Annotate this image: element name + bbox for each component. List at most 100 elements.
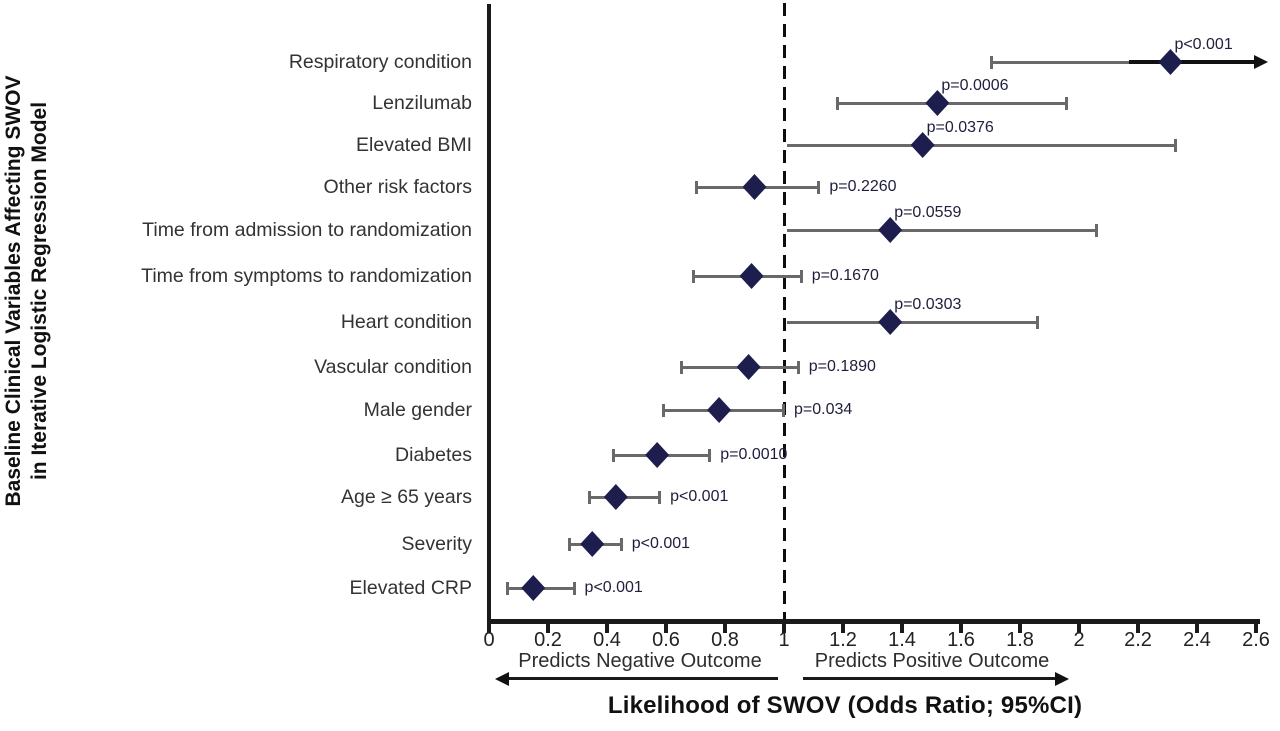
x-axis-title: Likelihood of SWOV (Odds Ratio; 95%CI) xyxy=(607,692,1083,719)
category-label: Heart condition xyxy=(340,311,472,333)
right-arrow-icon xyxy=(1055,672,1069,686)
ci-offscale-arrow-icon xyxy=(1254,55,1268,69)
ci-cap-right xyxy=(1065,97,1069,110)
x-axis-tick xyxy=(605,624,609,633)
x-axis-tick-label: 0.8 xyxy=(711,629,739,651)
category-label: Vascular condition xyxy=(314,356,472,378)
p-value-label: p<0.001 xyxy=(1174,36,1233,53)
ci-cap-right xyxy=(1094,224,1098,237)
y-axis-title-line1: Baseline Clinical Variables Affecting SW… xyxy=(2,75,25,507)
x-axis-tick xyxy=(1254,624,1258,633)
ci-cap-left xyxy=(691,270,695,283)
category-label: Respiratory condition xyxy=(288,51,472,73)
ci-cap-left xyxy=(505,582,509,595)
x-axis-tick xyxy=(1018,624,1022,633)
or-diamond-marker xyxy=(736,354,761,380)
positive-outcome-label: Predicts Positive Outcome xyxy=(814,650,1050,672)
p-value-label: p=0.0376 xyxy=(926,119,994,136)
ci-cap-right xyxy=(708,449,712,462)
or-diamond-marker xyxy=(521,575,546,601)
ci-cap-right xyxy=(658,491,662,504)
p-value-label: p=0.2260 xyxy=(829,178,897,195)
or-diamond-marker xyxy=(645,442,670,468)
category-label: Diabetes xyxy=(395,444,472,466)
p-value-label: p=0.034 xyxy=(794,401,853,418)
ci-cap-right xyxy=(1174,139,1178,152)
positive-direction-arrow-line xyxy=(803,677,1055,680)
x-axis-tick-label: 1.6 xyxy=(947,629,975,651)
reference-line-or-1 xyxy=(783,3,786,620)
ci-offscale-arrow-line xyxy=(1129,60,1254,64)
y-axis-title-line2: in Iterative Logistic Regression Model xyxy=(28,101,51,481)
p-value-label: p=0.0559 xyxy=(894,204,962,221)
x-axis-tick-label: 1.4 xyxy=(888,629,916,651)
x-axis-tick-label: 0.2 xyxy=(534,629,562,651)
x-axis-tick-label: 0.4 xyxy=(593,629,621,651)
x-axis-spine xyxy=(487,619,1260,624)
or-diamond-marker xyxy=(580,531,605,557)
ci-cap-right xyxy=(799,270,803,283)
ci-cap-left xyxy=(679,361,683,374)
x-axis-tick xyxy=(1136,624,1140,633)
y-axis-spine xyxy=(487,4,491,621)
category-label: Elevated BMI xyxy=(356,134,472,156)
x-axis-tick xyxy=(664,624,668,633)
p-value-label: p=0.1890 xyxy=(808,358,876,375)
ci-cap-left xyxy=(611,449,615,462)
category-label: Time from admission to randomization xyxy=(142,219,472,241)
p-value-label: p=0.0006 xyxy=(941,77,1009,94)
category-label: Severity xyxy=(401,533,472,555)
or-diamond-marker xyxy=(742,174,767,200)
x-axis-tick xyxy=(1195,624,1199,633)
p-value-label: p=0.0303 xyxy=(894,296,962,313)
ci-cap-left xyxy=(567,538,571,551)
x-axis-tick-label: 0 xyxy=(483,629,495,651)
ci-line xyxy=(786,229,1097,232)
x-axis-tick-label: 1 xyxy=(778,629,790,651)
p-value-label: p=0.0010 xyxy=(720,446,788,463)
ci-cap-left xyxy=(989,56,993,69)
y-axis-title: Baseline Clinical Variables Affecting SW… xyxy=(1,11,55,571)
x-axis-tick-label: 2 xyxy=(1073,629,1085,651)
ci-cap-left xyxy=(694,181,698,194)
x-axis-tick-label: 1.2 xyxy=(829,629,857,651)
x-axis-tick xyxy=(723,624,727,633)
category-label: Elevated CRP xyxy=(349,577,472,599)
ci-cap-right xyxy=(572,582,576,595)
ci-cap-left xyxy=(836,97,840,110)
category-label: Age ≥ 65 years xyxy=(340,486,472,508)
ci-cap-right xyxy=(619,538,623,551)
category-label: Other risk factors xyxy=(323,176,472,198)
negative-direction-arrow-line xyxy=(508,677,778,680)
ci-line xyxy=(786,144,1177,147)
ci-cap-right xyxy=(782,404,785,417)
or-diamond-marker xyxy=(707,397,732,423)
category-label: Time from symptoms to randomization xyxy=(141,265,472,287)
x-axis-tick xyxy=(546,624,550,633)
x-axis-tick xyxy=(959,624,963,633)
x-axis-tick xyxy=(1077,624,1081,633)
p-value-label: p<0.001 xyxy=(670,488,729,505)
x-axis-tick-label: 0.6 xyxy=(652,629,680,651)
p-value-label: p=0.1670 xyxy=(811,267,879,284)
category-label: Lenzilumab xyxy=(372,92,472,114)
x-axis-tick xyxy=(782,624,786,633)
or-diamond-marker xyxy=(739,263,764,289)
x-axis-tick-label: 1.8 xyxy=(1006,629,1034,651)
ci-line xyxy=(837,102,1068,105)
x-axis-tick-label: 2.2 xyxy=(1124,629,1152,651)
ci-cap-left xyxy=(588,491,592,504)
ci-cap-right xyxy=(1035,316,1039,329)
ci-line xyxy=(786,321,1038,324)
x-axis-tick-label: 2.6 xyxy=(1242,629,1270,651)
x-axis-tick-label: 2.4 xyxy=(1183,629,1211,651)
p-value-label: p<0.001 xyxy=(631,535,691,552)
x-axis-tick xyxy=(841,624,845,633)
ci-cap-right xyxy=(796,361,800,374)
negative-outcome-label: Predicts Negative Outcome xyxy=(518,650,762,672)
ci-cap-left xyxy=(662,404,666,417)
ci-line xyxy=(990,61,1138,64)
left-arrow-icon xyxy=(495,672,509,686)
p-value-label: p<0.001 xyxy=(584,579,643,596)
